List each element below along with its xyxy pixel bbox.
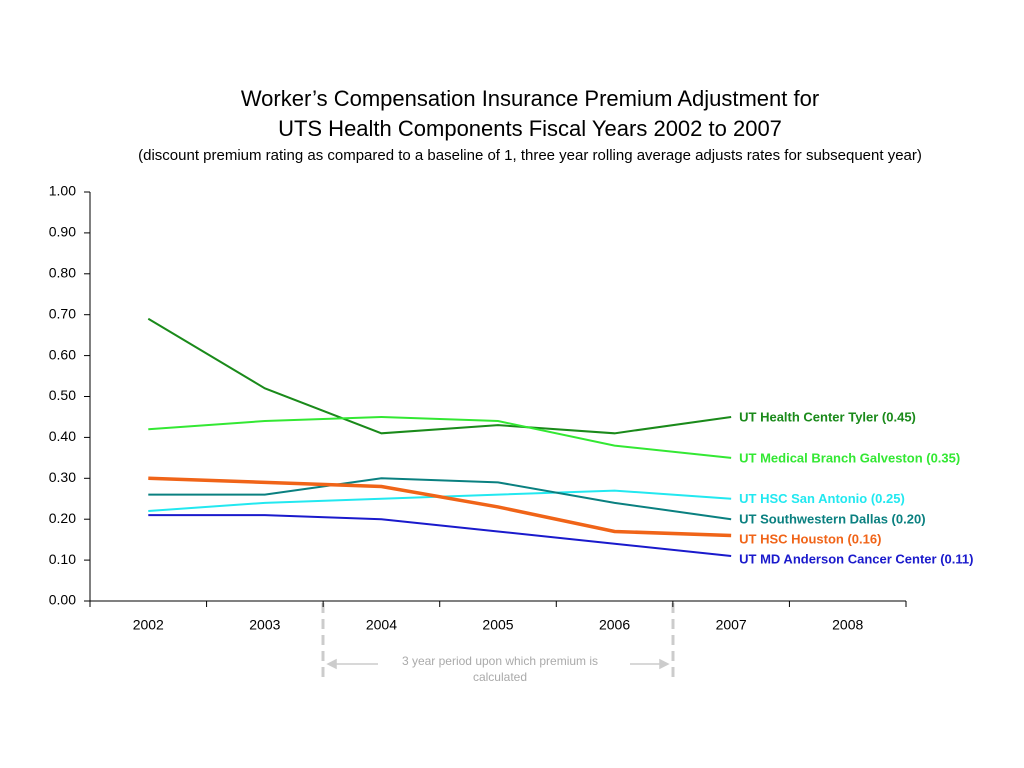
series-line <box>148 415 732 459</box>
annotation: 3 year period upon which premium is calc… <box>401 654 599 684</box>
x-tick-label: 2006 <box>599 617 630 633</box>
arrow-head <box>326 658 337 670</box>
arrow-head <box>659 658 670 670</box>
series-line <box>148 477 732 521</box>
x-tick-label: 2002 <box>133 617 164 633</box>
legend-label: UT Health Center Tyler (0.45) <box>739 409 916 424</box>
y-tick-label: 0.90 <box>49 224 76 240</box>
y-tick-label: 0.70 <box>49 305 76 321</box>
x-tick-label: 2004 <box>366 617 397 633</box>
y-tick-label: 0.30 <box>49 469 76 485</box>
series-line <box>148 514 732 558</box>
period-arrows <box>326 658 670 670</box>
chart-title: Worker’s Compensation Insurance Premium … <box>241 86 819 111</box>
legend-label: UT MD Anderson Cancer Center (0.11) <box>739 552 973 567</box>
y-tick-label: 0.60 <box>49 346 76 362</box>
series-line <box>147 317 732 435</box>
legend-label: UT HSC San Antonio (0.25) <box>739 491 905 506</box>
y-tick-label: 0.50 <box>49 387 76 403</box>
y-tick-label: 0.10 <box>49 551 76 567</box>
series-line <box>148 489 732 513</box>
y-tick-label: 0.80 <box>49 265 76 281</box>
x-tick-label: 2008 <box>832 617 863 633</box>
chart-subtitle: (discount premium rating as compared to … <box>138 147 922 164</box>
chart-title: UTS Health Components Fiscal Years 2002 … <box>278 116 782 141</box>
legend-label: UT Southwestern Dallas (0.20) <box>739 512 925 527</box>
x-tick-label: 2003 <box>249 617 280 633</box>
y-tick-label: 0.00 <box>49 592 76 608</box>
y-tick-label: 0.20 <box>49 510 76 526</box>
series-line <box>148 476 732 538</box>
legend-label: UT HSC Houston (0.16) <box>739 532 881 547</box>
y-tick-label: 0.40 <box>49 428 76 444</box>
period-bracket <box>321 603 675 678</box>
x-tick-label: 2007 <box>716 617 747 633</box>
legend-label: UT Medical Branch Galveston (0.35) <box>739 450 960 465</box>
y-tick-label: 1.00 <box>49 183 76 199</box>
x-tick-label: 2005 <box>482 617 513 633</box>
